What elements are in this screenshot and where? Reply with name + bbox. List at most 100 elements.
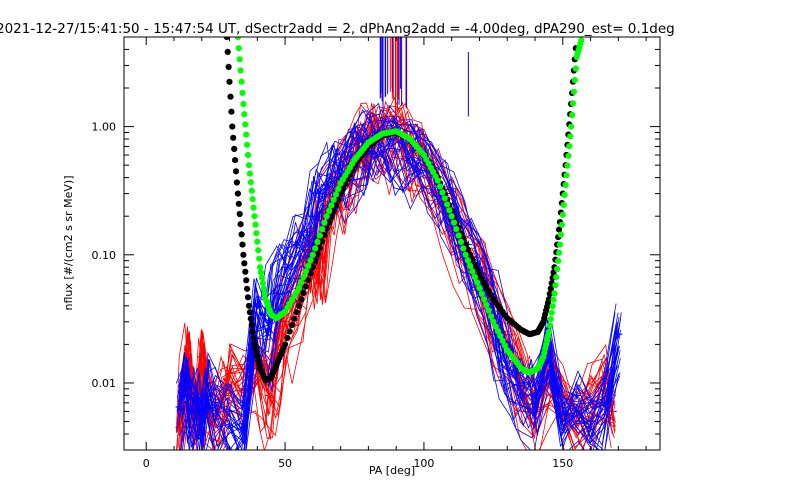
black-fit-dot bbox=[237, 221, 244, 228]
green-fit-dot bbox=[557, 231, 565, 238]
green-fit-dot bbox=[259, 280, 266, 287]
blue-data-marker bbox=[203, 378, 212, 387]
black-fit-dot bbox=[328, 213, 335, 221]
green-fit-dot bbox=[441, 195, 448, 202]
green-fit-dot bbox=[497, 332, 504, 340]
blue-data-marker bbox=[519, 378, 528, 387]
green-fit-dot bbox=[252, 221, 259, 228]
green-fit-dot bbox=[564, 162, 571, 169]
blue-series-line bbox=[180, 143, 619, 450]
green-fit-dot bbox=[444, 201, 451, 208]
green-fit-dot bbox=[238, 78, 245, 85]
blue-series-line bbox=[181, 146, 621, 450]
green-fit-dot bbox=[249, 196, 256, 203]
green-fit-dot bbox=[235, 45, 242, 52]
black-fit-dot bbox=[323, 225, 330, 232]
green-fit-dot bbox=[251, 213, 258, 220]
black-fit-dot bbox=[244, 285, 251, 292]
black-fit-dot bbox=[234, 190, 241, 197]
green-fit-dot bbox=[567, 133, 574, 140]
blue-series-line bbox=[176, 109, 617, 422]
black-fit-dot bbox=[467, 251, 474, 258]
black-fit-dot bbox=[245, 302, 253, 309]
green-fit-dot bbox=[243, 131, 250, 138]
black-fit-dot bbox=[339, 185, 346, 192]
black-fit-dot bbox=[469, 256, 476, 263]
green-fit-dot bbox=[240, 100, 247, 108]
black-fit-dot bbox=[225, 63, 232, 70]
red-data-marker bbox=[197, 352, 206, 361]
green-fit-dot bbox=[562, 181, 569, 189]
green-fit-dot bbox=[568, 123, 575, 130]
black-fit-dot bbox=[305, 277, 312, 284]
red-data-marker bbox=[275, 327, 284, 336]
black-fit-dot bbox=[302, 283, 309, 290]
green-fit-dot bbox=[485, 307, 492, 314]
black-fit-dot bbox=[230, 134, 237, 141]
green-fit-dot bbox=[316, 232, 323, 239]
green-fit-dot bbox=[566, 143, 573, 150]
green-fit-dot bbox=[453, 226, 460, 233]
green-fit-dot bbox=[550, 296, 557, 303]
green-fit-dot bbox=[307, 257, 314, 264]
black-fit-dot bbox=[307, 270, 314, 277]
black-fit-dot bbox=[293, 309, 300, 316]
black-fit-dot bbox=[321, 232, 328, 239]
red-data-marker bbox=[314, 279, 323, 288]
blue-series-line bbox=[178, 102, 619, 443]
black-fit-dot bbox=[319, 238, 326, 245]
green-fit-dot bbox=[323, 213, 330, 220]
green-fit-dot bbox=[256, 255, 263, 262]
green-fit-dot bbox=[319, 226, 326, 233]
green-fit-dot bbox=[554, 265, 561, 273]
x-tick-label: 150 bbox=[552, 457, 573, 470]
green-fit-dot bbox=[239, 89, 246, 96]
black-fit-dot bbox=[326, 219, 333, 226]
green-fit-dot bbox=[335, 185, 342, 192]
black-fit-dot bbox=[298, 296, 305, 303]
green-fit-dot bbox=[547, 316, 554, 323]
green-fit-dot bbox=[551, 290, 558, 297]
green-fit-dot bbox=[298, 279, 305, 286]
black-fit-dot bbox=[229, 123, 236, 130]
black-fit-dot bbox=[546, 290, 553, 297]
green-fit-dot bbox=[448, 213, 455, 220]
black-fit-dot bbox=[239, 241, 246, 248]
blue-data-marker bbox=[192, 394, 201, 403]
green-fit-dot bbox=[236, 56, 243, 63]
black-fit-dot bbox=[314, 251, 321, 258]
green-fit-dot bbox=[483, 301, 490, 308]
black-fit-dot bbox=[288, 322, 296, 329]
green-fit-dot bbox=[499, 337, 506, 344]
blue-data-marker bbox=[175, 402, 184, 411]
black-fit-dot bbox=[284, 334, 291, 342]
black-fit-dot bbox=[224, 48, 231, 56]
black-fit-dot bbox=[556, 226, 563, 233]
green-fit-dot bbox=[250, 204, 257, 211]
green-fit-dot bbox=[254, 238, 261, 245]
green-fit-dot bbox=[546, 322, 553, 329]
black-fit-dot bbox=[244, 294, 252, 301]
green-fit-dot bbox=[437, 183, 444, 190]
green-fit-dot bbox=[242, 121, 249, 128]
y-tick-label: 1.00 bbox=[92, 121, 117, 134]
green-fit-dot bbox=[565, 152, 572, 159]
black-fit-dot bbox=[231, 145, 238, 152]
green-fit-dot bbox=[552, 282, 559, 289]
red-series-line bbox=[180, 100, 615, 428]
black-fit-dot bbox=[474, 266, 481, 273]
green-fit-dot bbox=[563, 172, 570, 179]
green-fit-dot bbox=[460, 245, 467, 252]
x-tick-label: 100 bbox=[413, 457, 434, 470]
black-fit-dot bbox=[241, 260, 248, 267]
green-fit-dot bbox=[561, 191, 568, 199]
green-fit-dot bbox=[255, 247, 262, 254]
green-fit-dot bbox=[261, 290, 268, 297]
green-fit-dot bbox=[569, 111, 576, 119]
red-data-marker bbox=[225, 368, 234, 377]
green-fit-dot bbox=[244, 151, 252, 159]
blue-series-line bbox=[175, 111, 616, 440]
black-fit-dot bbox=[233, 179, 240, 186]
blue-data-marker bbox=[600, 398, 609, 407]
blue-series-line bbox=[179, 153, 618, 450]
